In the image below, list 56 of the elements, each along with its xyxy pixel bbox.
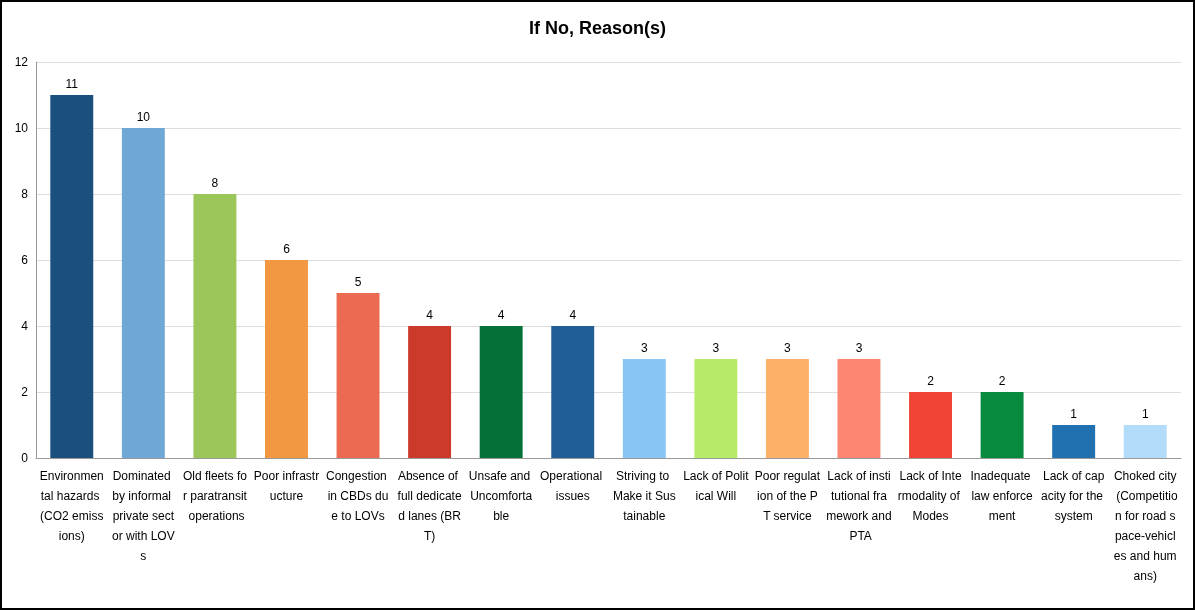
bar (837, 359, 881, 458)
y-tick-label: 12 (14, 55, 29, 69)
y-tick-label: 10 (14, 121, 29, 135)
x-tick-label: Operational issues (540, 469, 606, 503)
data-label: 2 (998, 374, 1006, 388)
x-tick-label: Lack of Political Will (683, 469, 750, 503)
data-label: 5 (354, 275, 362, 289)
data-label: 4 (569, 308, 577, 322)
bar (479, 326, 523, 458)
data-label: 4 (426, 308, 434, 322)
bar (765, 359, 809, 458)
data-label: 1 (1141, 407, 1149, 421)
bar (336, 293, 380, 458)
y-tick-label: 0 (21, 451, 29, 465)
bar (1123, 425, 1167, 458)
data-label: 3 (855, 341, 863, 355)
x-tick-label: Inadequate law enforcement (970, 469, 1034, 523)
x-tick-label: Absence of full dedicated lanes (BRT) (397, 469, 462, 543)
bar (121, 128, 165, 458)
x-tick-label: Congestion in CBDs due to LOVs (326, 469, 391, 523)
data-label: 3 (712, 341, 720, 355)
data-label: 10 (136, 110, 151, 124)
data-label: 4 (497, 308, 505, 322)
bar (265, 260, 308, 458)
data-label: 3 (784, 341, 792, 355)
x-tick-label: Lack of institutional framework and PTA (826, 469, 892, 543)
data-label: 8 (211, 176, 219, 190)
bar (551, 326, 595, 458)
bar (622, 359, 666, 458)
bar (50, 95, 94, 458)
x-tick-label: Poor regulation of the PT service (754, 469, 821, 523)
chart-title: If No, Reason(s) (528, 18, 667, 38)
x-tick-label: Unsafe and Uncomfortable (468, 469, 534, 523)
x-tick-label: Lack of Intermodality of Modes (897, 469, 964, 523)
bar (694, 359, 738, 458)
data-label: 1 (1070, 407, 1078, 421)
data-label: 2 (927, 374, 935, 388)
bar (408, 326, 452, 458)
data-label: 6 (283, 242, 291, 256)
bar (1052, 425, 1096, 458)
bar (193, 194, 237, 458)
x-tick-label: Dominated by informal private sector with LOVs (111, 469, 175, 563)
y-tick-label: 8 (21, 187, 29, 201)
y-tick-label: 4 (21, 319, 29, 333)
bar (909, 392, 952, 458)
data-label: 3 (640, 341, 648, 355)
x-tick-label: Lack of capacity for the system (1040, 469, 1107, 523)
x-tick-label: Poor infrastructure (253, 469, 320, 503)
bar (980, 392, 1024, 458)
data-label: 11 (65, 77, 79, 91)
x-tick-label: Striving to Make it Sustainable (612, 469, 676, 523)
y-tick-label: 2 (21, 385, 29, 399)
x-tick-label: Choked city (Competition for road space-vehicles and humans) (1112, 469, 1178, 583)
y-tick-label: 6 (21, 253, 29, 267)
x-tick-label: Old fleets for paratransit operations (182, 469, 248, 523)
x-tick-label: Environmental hazards (CO2 emissions) (39, 469, 104, 543)
